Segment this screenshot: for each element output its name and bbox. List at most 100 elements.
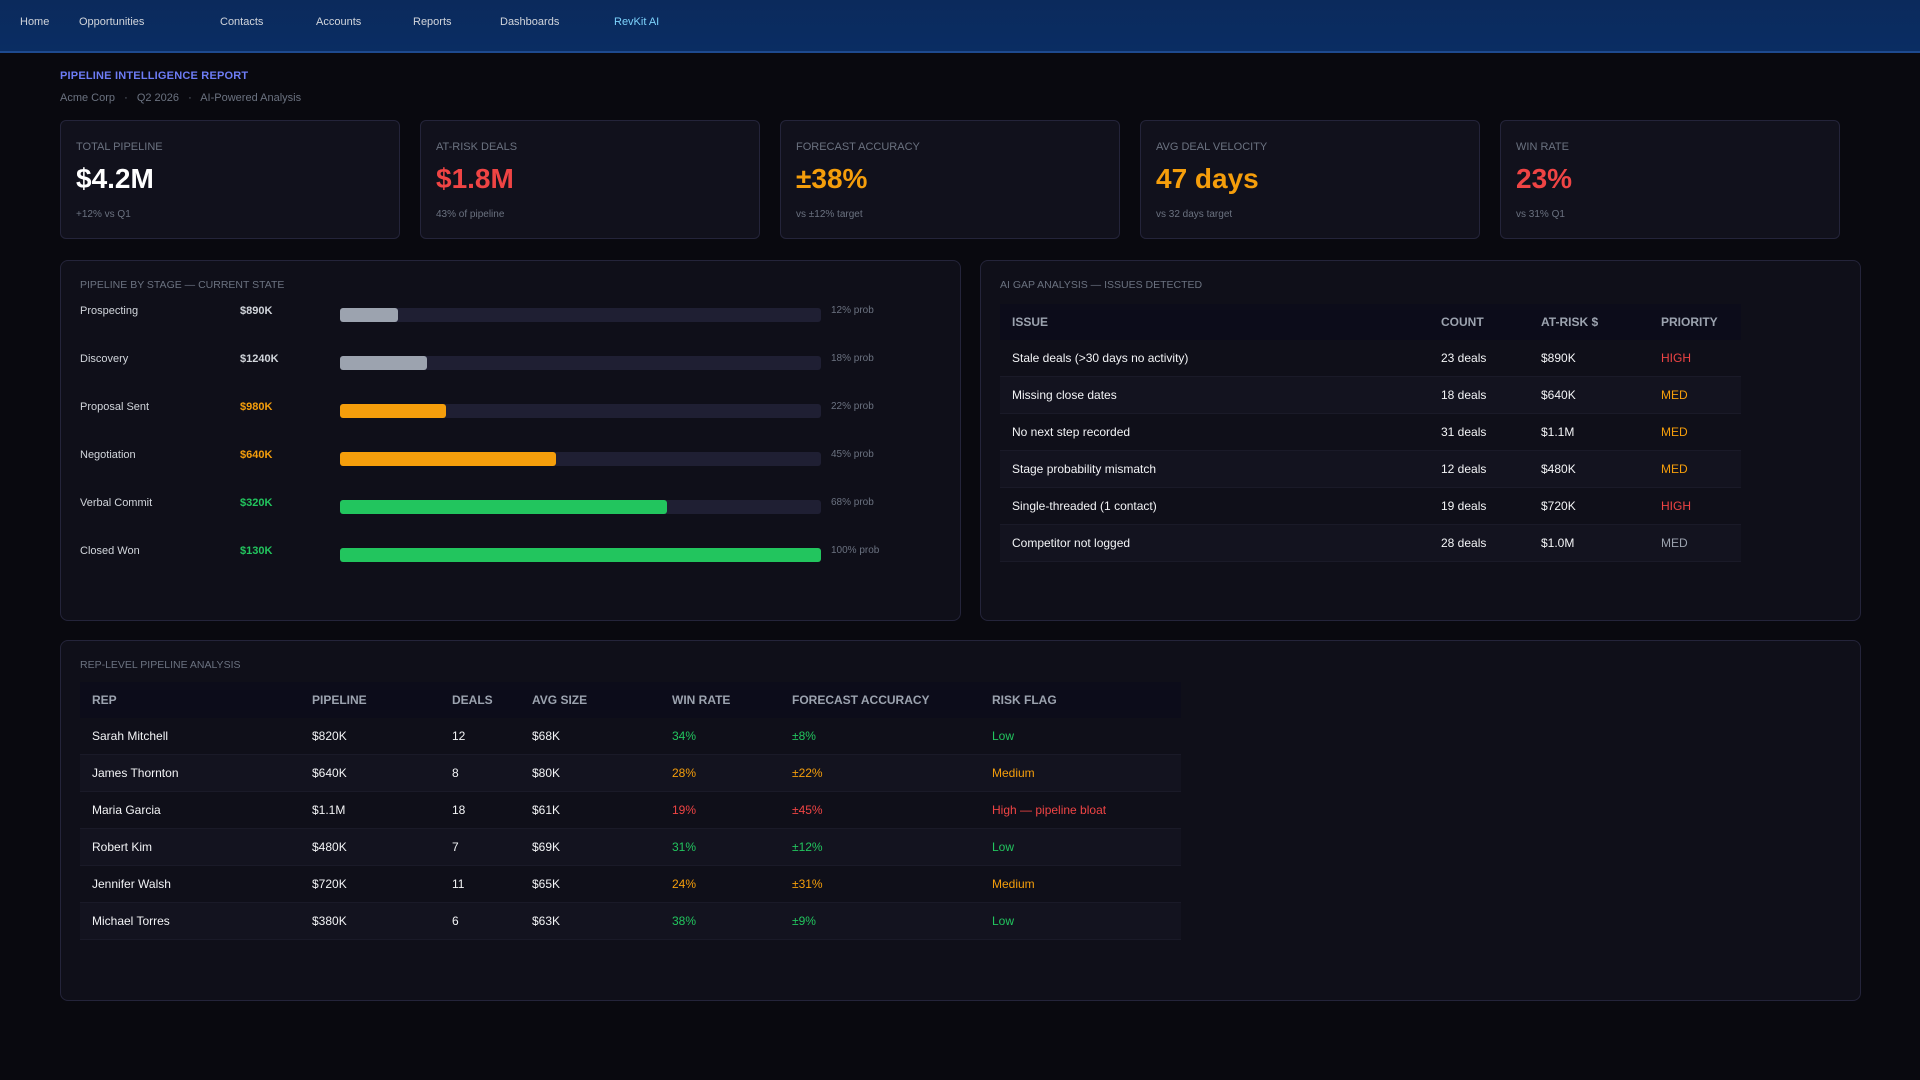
risk-flag: High — pipeline bloat <box>980 791 1181 829</box>
deals-cell: 7 <box>440 828 520 866</box>
rep-name: Robert Kim <box>80 828 300 866</box>
win-rate-cell: 28% <box>660 754 780 792</box>
priority-badge: MED <box>1649 413 1741 451</box>
quarter-label: Q2 2026 <box>136 92 180 104</box>
table-row[interactable]: Robert Kim $480K 7 $69K 31% ±12% Low <box>80 828 1181 866</box>
column-header-win-rate[interactable]: WIN RATE <box>660 682 780 718</box>
stage-bar-fill <box>340 356 427 370</box>
stage-bar-track <box>340 404 821 418</box>
column-header-rep[interactable]: REP <box>80 682 300 718</box>
stage-bar-track <box>340 500 821 514</box>
stage-name: Closed Won <box>80 545 140 557</box>
stage-amount: $130K <box>240 545 273 557</box>
table-row[interactable]: Stale deals (>30 days no activity) 23 de… <box>1000 340 1741 377</box>
stage-bar-track <box>340 452 821 466</box>
column-header-avg-size[interactable]: AVG SIZE <box>520 682 660 718</box>
rep-name: James Thornton <box>80 754 300 792</box>
stage-amount: $1240K <box>240 353 279 365</box>
pipeline-cell: $380K <box>300 902 440 940</box>
rep-name: Michael Torres <box>80 902 300 940</box>
gap-analysis-table: ISSUE COUNT AT-RISK $ PRIORITY Stale dea… <box>1000 304 1741 562</box>
column-header-forecast-accuracy[interactable]: FORECAST ACCURACY <box>780 682 980 718</box>
table-row[interactable]: Sarah Mitchell $820K 12 $68K 34% ±8% Low <box>80 718 1181 755</box>
table-row[interactable]: Competitor not logged 28 deals $1.0M MED <box>1000 524 1741 562</box>
table-row[interactable]: Maria Garcia $1.1M 18 $61K 19% ±45% High… <box>80 791 1181 829</box>
stage-amount: $980K <box>240 401 273 413</box>
separator: · <box>188 92 192 104</box>
priority-badge: MED <box>1649 524 1741 562</box>
kpi-label: TOTAL PIPELINE <box>76 141 163 153</box>
kpi-card-at-risk-deals: AT-RISK DEALS $1.8M 43% of pipeline <box>420 120 760 239</box>
win-rate-cell: 24% <box>660 865 780 903</box>
nav-contacts[interactable]: Contacts <box>220 16 264 28</box>
deals-cell: 18 <box>440 791 520 829</box>
table-header-row: ISSUE COUNT AT-RISK $ PRIORITY <box>1000 304 1741 340</box>
column-header-deals[interactable]: DEALS <box>440 682 520 718</box>
nav-opportunities[interactable]: Opportunities <box>79 16 145 28</box>
pipeline-cell: $1.1M <box>300 791 440 829</box>
avg-size-cell: $63K <box>520 902 660 940</box>
table-header-row: REP PIPELINE DEALS AVG SIZE WIN RATE FOR… <box>80 682 1181 718</box>
table-row[interactable]: Missing close dates 18 deals $640K MED <box>1000 376 1741 414</box>
rep-level-analysis-panel: REP-LEVEL PIPELINE ANALYSIS REP PIPELINE… <box>60 640 1861 1001</box>
rep-name: Maria Garcia <box>80 791 300 829</box>
stage-row: Verbal Commit $320K 68% prob <box>61 497 941 517</box>
kpi-sub: vs ±12% target <box>796 209 863 220</box>
column-header-priority[interactable]: PRIORITY <box>1649 304 1741 340</box>
stage-probability: 100% prob <box>831 545 880 556</box>
issue-cell: No next step recorded <box>1000 413 1429 451</box>
table-row[interactable]: No next step recorded 31 deals $1.1M MED <box>1000 413 1741 451</box>
stage-bar-fill <box>340 404 446 418</box>
kpi-value: $4.2M <box>76 163 154 194</box>
column-header-risk-flag[interactable]: RISK FLAG <box>980 682 1181 718</box>
kpi-sub: vs 32 days target <box>1156 209 1233 220</box>
column-header-issue[interactable]: ISSUE <box>1000 304 1429 340</box>
deals-cell: 6 <box>440 902 520 940</box>
win-rate-cell: 38% <box>660 902 780 940</box>
kpi-label: FORECAST ACCURACY <box>796 141 920 153</box>
stage-name: Prospecting <box>80 305 139 317</box>
at-risk-cell: $720K <box>1529 487 1649 525</box>
risk-flag: Low <box>980 828 1181 866</box>
kpi-sub: +12% vs Q1 <box>76 209 131 220</box>
table-row[interactable]: Jennifer Walsh $720K 11 $65K 24% ±31% Me… <box>80 865 1181 903</box>
column-header-count[interactable]: COUNT <box>1429 304 1529 340</box>
win-rate-cell: 34% <box>660 718 780 755</box>
stage-bar-track <box>340 308 821 322</box>
nav-revkit-ai[interactable]: RevKit AI <box>614 16 660 28</box>
table-row[interactable]: Michael Torres $380K 6 $63K 38% ±9% Low <box>80 902 1181 940</box>
priority-badge: HIGH <box>1649 487 1741 525</box>
priority-badge: MED <box>1649 450 1741 488</box>
stage-name: Proposal Sent <box>80 401 150 413</box>
column-header-pipeline[interactable]: PIPELINE <box>300 682 440 718</box>
kpi-value: 23% <box>1516 163 1573 194</box>
risk-flag: Low <box>980 902 1181 940</box>
table-row[interactable]: Single-threaded (1 contact) 19 deals $72… <box>1000 487 1741 525</box>
stage-name: Discovery <box>80 353 129 365</box>
nav-reports[interactable]: Reports <box>413 16 452 28</box>
table-row[interactable]: James Thornton $640K 8 $80K 28% ±22% Med… <box>80 754 1181 792</box>
kpi-label: AT-RISK DEALS <box>436 141 518 153</box>
stage-bar-fill <box>340 548 821 562</box>
stage-name: Negotiation <box>80 449 136 461</box>
nav-home[interactable]: Home <box>20 16 50 28</box>
win-rate-cell: 31% <box>660 828 780 866</box>
kpi-value: 47 days <box>1156 163 1259 194</box>
priority-badge: MED <box>1649 376 1741 414</box>
stage-bar-track <box>340 548 821 562</box>
table-row[interactable]: Stage probability mismatch 12 deals $480… <box>1000 450 1741 488</box>
column-header-at-risk[interactable]: AT-RISK $ <box>1529 304 1649 340</box>
panel-title: AI GAP ANALYSIS — ISSUES DETECTED <box>1000 279 1203 291</box>
risk-flag: Low <box>980 718 1181 755</box>
avg-size-cell: $69K <box>520 828 660 866</box>
kpi-card-avg-deal-velocity: AVG DEAL VELOCITY 47 days vs 32 days tar… <box>1140 120 1480 239</box>
stage-amount: $640K <box>240 449 273 461</box>
nav-dashboards[interactable]: Dashboards <box>500 16 560 28</box>
stage-amount: $320K <box>240 497 273 509</box>
at-risk-cell: $890K <box>1529 340 1649 377</box>
stage-name: Verbal Commit <box>80 497 153 509</box>
count-cell: 12 deals <box>1429 450 1529 488</box>
kpi-sub: 43% of pipeline <box>436 209 505 220</box>
nav-accounts[interactable]: Accounts <box>316 16 362 28</box>
stage-bar-fill <box>340 452 557 466</box>
